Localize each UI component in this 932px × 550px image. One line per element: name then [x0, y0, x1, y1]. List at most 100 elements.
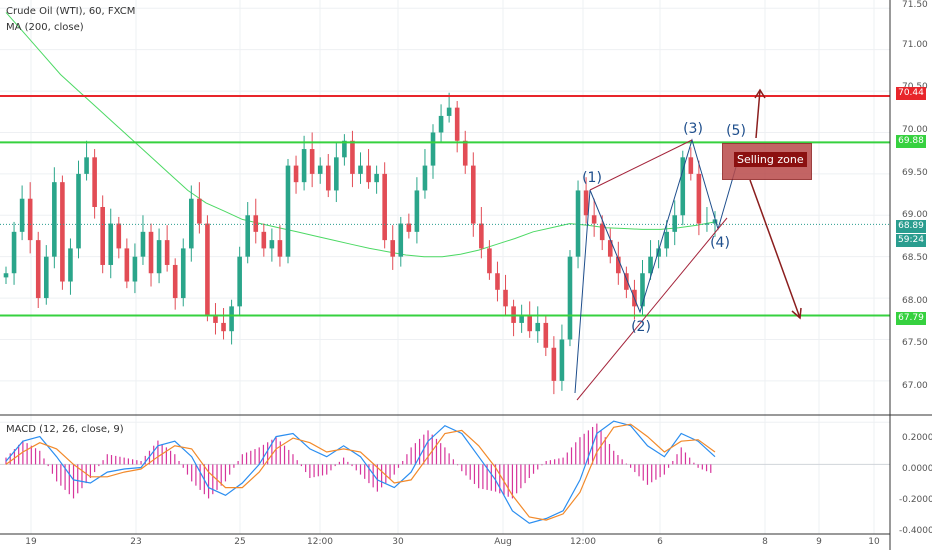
candle-body — [624, 273, 629, 290]
candle-body — [309, 149, 315, 174]
target-arrow-down — [749, 179, 801, 319]
candle-body — [205, 223, 210, 315]
y-tick: 70.00 — [902, 125, 928, 135]
candle-body — [503, 289, 508, 307]
candle-body — [616, 256, 621, 274]
candle-body — [479, 223, 484, 249]
x-tick: 12:00 — [570, 537, 596, 547]
y-tick: 69.50 — [902, 168, 928, 178]
candle-body — [213, 314, 218, 323]
candle-body — [422, 165, 428, 191]
candle-body — [269, 240, 275, 249]
candle-body — [712, 219, 718, 224]
wave-label-3: (3) — [683, 121, 703, 137]
candle-body — [285, 165, 291, 257]
y-tick: 68.50 — [902, 253, 928, 263]
candle-body — [430, 132, 436, 166]
candle-body — [559, 339, 565, 381]
wave-label-4: (4) — [710, 235, 730, 251]
x-tick: 10 — [868, 537, 880, 547]
wave-label-5: (5) — [726, 123, 746, 139]
target-arrow-up — [755, 89, 761, 139]
candle-body — [567, 256, 573, 340]
macd-series-line — [5, 423, 716, 521]
candle-body — [406, 223, 412, 232]
candle-body — [342, 140, 347, 158]
candle-body — [11, 231, 17, 274]
candle-body — [156, 240, 162, 274]
ma-layer — [5, 12, 716, 258]
price-badge-support: 67.79 — [896, 312, 926, 325]
macd-y-tick: -0.2000 — [899, 495, 932, 505]
macd-y-tick: 0.0000 — [902, 464, 932, 474]
candle-body — [640, 273, 645, 307]
candle-body — [575, 190, 581, 257]
candle-body — [35, 240, 41, 299]
candle-body — [358, 165, 363, 174]
wave-lines — [574, 88, 802, 401]
candle-body — [680, 157, 686, 216]
candle-body — [551, 347, 557, 381]
candle-body — [656, 248, 661, 257]
candle-body — [189, 198, 194, 249]
price-levels — [0, 95, 890, 317]
y-tick: 67.50 — [902, 338, 928, 348]
candle-body — [116, 223, 122, 249]
candle-body — [519, 314, 524, 323]
candle-body — [487, 248, 492, 274]
candle-body — [84, 157, 89, 174]
y-tick: 68.00 — [902, 296, 928, 306]
candle-body — [583, 190, 589, 216]
candle-body — [92, 157, 97, 207]
candle-body — [76, 173, 81, 249]
candle-body — [317, 165, 323, 174]
candle-body — [221, 322, 226, 332]
candle-body — [172, 264, 178, 299]
ma200-line — [5, 12, 716, 258]
selling-zone-label: Selling zone — [734, 152, 807, 167]
candle-body — [599, 223, 605, 241]
x-tick: 30 — [392, 537, 404, 547]
candle-body — [374, 173, 379, 183]
candle-body — [446, 107, 452, 116]
candle-body — [27, 198, 33, 241]
target-arrow-up-head — [754, 88, 766, 99]
x-tick: 8 — [762, 537, 768, 547]
chart-title: Crude Oil (WTI), 60, FXCM — [6, 6, 136, 17]
y-tick: 71.50 — [902, 0, 928, 10]
candle-body — [60, 182, 65, 282]
candle-body — [648, 256, 653, 274]
macd-y-tick: 0.2000 — [902, 433, 932, 443]
candle-body — [108, 223, 114, 265]
candle-body — [277, 240, 283, 257]
y-tick: 71.00 — [902, 40, 928, 50]
x-tick: 19 — [25, 537, 37, 547]
candle-body — [470, 165, 476, 224]
wave-label-1: (1) — [582, 170, 602, 186]
candle-body — [527, 314, 532, 332]
candle-body — [704, 223, 710, 225]
candle-body — [148, 231, 154, 274]
candle-body — [132, 256, 138, 282]
macd-series-line — [5, 420, 716, 524]
target-arrow-down-head — [791, 307, 802, 320]
price-badge-resistance: 70.44 — [896, 87, 926, 100]
candle-body — [696, 173, 702, 224]
candle-body — [245, 215, 251, 257]
wave-path — [574, 138, 739, 394]
x-tick: 25 — [234, 537, 246, 547]
candle-body — [688, 157, 694, 174]
candle-body — [366, 165, 371, 183]
candle-body — [462, 140, 468, 166]
candle-body — [672, 215, 678, 232]
candle-body — [124, 248, 130, 282]
candle-body — [180, 248, 186, 299]
candle-body — [390, 240, 396, 257]
candle-body — [261, 231, 267, 249]
candles — [3, 92, 718, 395]
candle-body — [543, 322, 549, 348]
candle-body — [52, 182, 57, 257]
candle-body — [438, 115, 444, 133]
price-badge-last: 68.89 — [896, 220, 926, 233]
